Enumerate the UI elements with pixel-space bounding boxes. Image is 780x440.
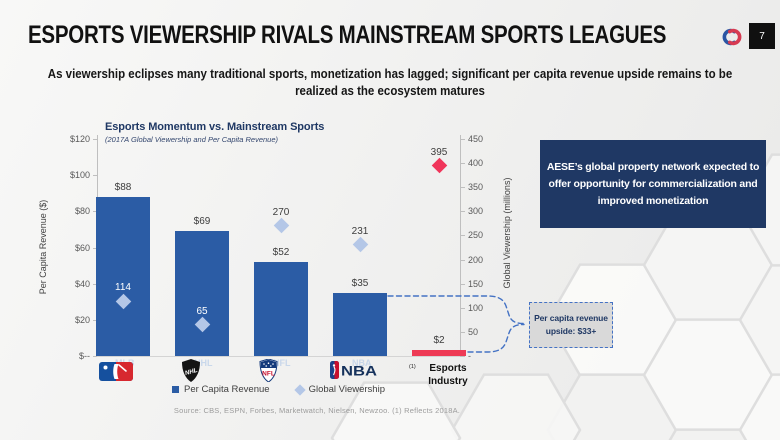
left-axis-tick-label: $100	[69, 170, 90, 181]
esports-industry-bar	[412, 350, 466, 356]
left-axis-tick-label: $20	[74, 314, 90, 325]
interlocked-rings-logo	[722, 28, 742, 46]
viewership-value-label: 65	[196, 305, 208, 317]
viewership-value-label: 395	[430, 146, 448, 158]
left-tick-mark	[93, 175, 97, 177]
left-axis-tick-label: $120	[69, 134, 90, 144]
mlb-logo	[99, 362, 133, 381]
left-tick-mark	[93, 211, 97, 213]
bar-value-label: $88	[114, 181, 132, 193]
bar-value-label: $35	[351, 277, 369, 289]
upside-callout-text: Per capita revenue upside: $33+	[534, 313, 608, 336]
ghost-category-label: NBA	[352, 358, 372, 368]
right-tick-mark	[461, 307, 465, 309]
left-axis-tick-label: $40	[74, 278, 90, 289]
hexagon-decoration	[546, 373, 678, 440]
esports-label-line1: Esports	[429, 363, 467, 374]
nfl-logo: NFL	[259, 359, 278, 382]
nhl-logo: NHL	[182, 359, 200, 382]
legend-label: Global Viewership	[308, 384, 385, 395]
chart-title: Esports Momentum vs. Mainstream Sports	[105, 121, 325, 133]
ghost-category-label: NHL	[194, 358, 213, 368]
ghost-category-label: NFL	[273, 358, 291, 368]
left-tick-mark	[93, 139, 97, 140]
revenue-bar	[96, 196, 150, 356]
slide-subtitle: As viewership eclipses many traditional …	[47, 67, 733, 98]
footnote-marker: (1)	[409, 364, 416, 370]
svg-text:NBA: NBA	[341, 363, 377, 379]
bar-value-label: $52	[272, 246, 290, 258]
right-tick-mark	[461, 211, 465, 213]
network-callout-text: AESE’s global property network expected …	[546, 160, 760, 207]
left-tick-mark	[93, 283, 97, 285]
left-axis-title: Per Capita Revenue ($)	[38, 199, 48, 295]
hexagon-decoration	[738, 263, 780, 377]
upside-callout-box: Per capita revenue upside: $33+	[529, 302, 613, 348]
right-axis-tick-label: 300	[468, 206, 484, 217]
revenue-bar	[175, 231, 229, 356]
network-callout-box: AESE’s global property network expected …	[540, 140, 766, 228]
right-axis-tick-label: -	[468, 351, 471, 361]
right-tick-mark	[461, 331, 465, 333]
right-axis-tick-label: 150	[468, 278, 484, 289]
revenue-bar	[254, 261, 308, 356]
right-axis-tick-label: 200	[468, 254, 484, 265]
right-tick-mark	[461, 259, 465, 261]
left-tick-mark	[93, 247, 97, 249]
square-legend-marker	[172, 386, 180, 393]
diamond-legend-marker	[293, 383, 306, 396]
right-axis-line	[460, 135, 461, 357]
revenue-bar	[333, 292, 387, 356]
right-axis-tick-label: 100	[468, 302, 484, 313]
right-tick-mark	[461, 139, 465, 140]
left-axis-tick-label: $--	[79, 351, 90, 361]
page-number-box: 7	[749, 23, 775, 49]
left-axis-tick-label: $80	[74, 206, 90, 217]
viewership-value-label: 231	[351, 225, 369, 237]
legend-item-global-viewership: Global Viewership	[293, 383, 385, 396]
right-tick-mark	[461, 356, 465, 357]
right-tick-mark	[461, 283, 465, 285]
right-axis-tick-label: 400	[468, 158, 484, 169]
legend-label: Per Capita Revenue	[184, 384, 270, 395]
nba-logo: NBA	[330, 361, 377, 379]
viewership-value-label: 270	[272, 206, 290, 218]
viewership-value-label: 114	[115, 282, 131, 294]
right-tick-mark	[461, 163, 465, 165]
left-tick-mark	[93, 356, 97, 357]
right-axis-tick-label: 350	[468, 182, 484, 193]
right-tick-mark	[461, 235, 465, 237]
page-title: ESPORTS VIEWERSHIP RIVALS MAINSTREAM SPO…	[28, 21, 667, 49]
svg-text:NFL: NFL	[262, 371, 275, 378]
right-axis-tick-label: 50	[468, 326, 479, 337]
right-axis-tick-label: 450	[468, 134, 484, 144]
svg-text:NHL: NHL	[184, 367, 198, 377]
right-tick-mark	[461, 187, 465, 189]
right-axis-tick-label: 250	[468, 230, 484, 241]
hexagon-decoration	[668, 428, 748, 440]
chart-legend: Per Capita Revenue Global Viewership	[97, 383, 460, 396]
legend-item-per-capita-revenue: Per Capita Revenue	[172, 384, 270, 395]
bar-value-label: $69	[193, 216, 211, 228]
page-number: 7	[759, 30, 765, 42]
x-axis-line	[97, 356, 460, 357]
left-tick-mark	[93, 319, 97, 321]
left-axis-tick-label: $60	[74, 242, 90, 253]
hexagon-decoration	[738, 373, 780, 440]
esports-viewership-diamond-marker	[431, 157, 447, 174]
viewership-diamond-marker	[352, 236, 368, 253]
chart-subtitle: (2017A Global Viewership and Per Capita …	[105, 135, 279, 144]
hexagon-decoration	[642, 318, 774, 432]
source-note: Source: CBS, ESPN, Forbes, Marketwatch, …	[173, 406, 461, 415]
bar-value-label: $2	[433, 335, 445, 346]
viewership-diamond-marker	[273, 218, 289, 234]
